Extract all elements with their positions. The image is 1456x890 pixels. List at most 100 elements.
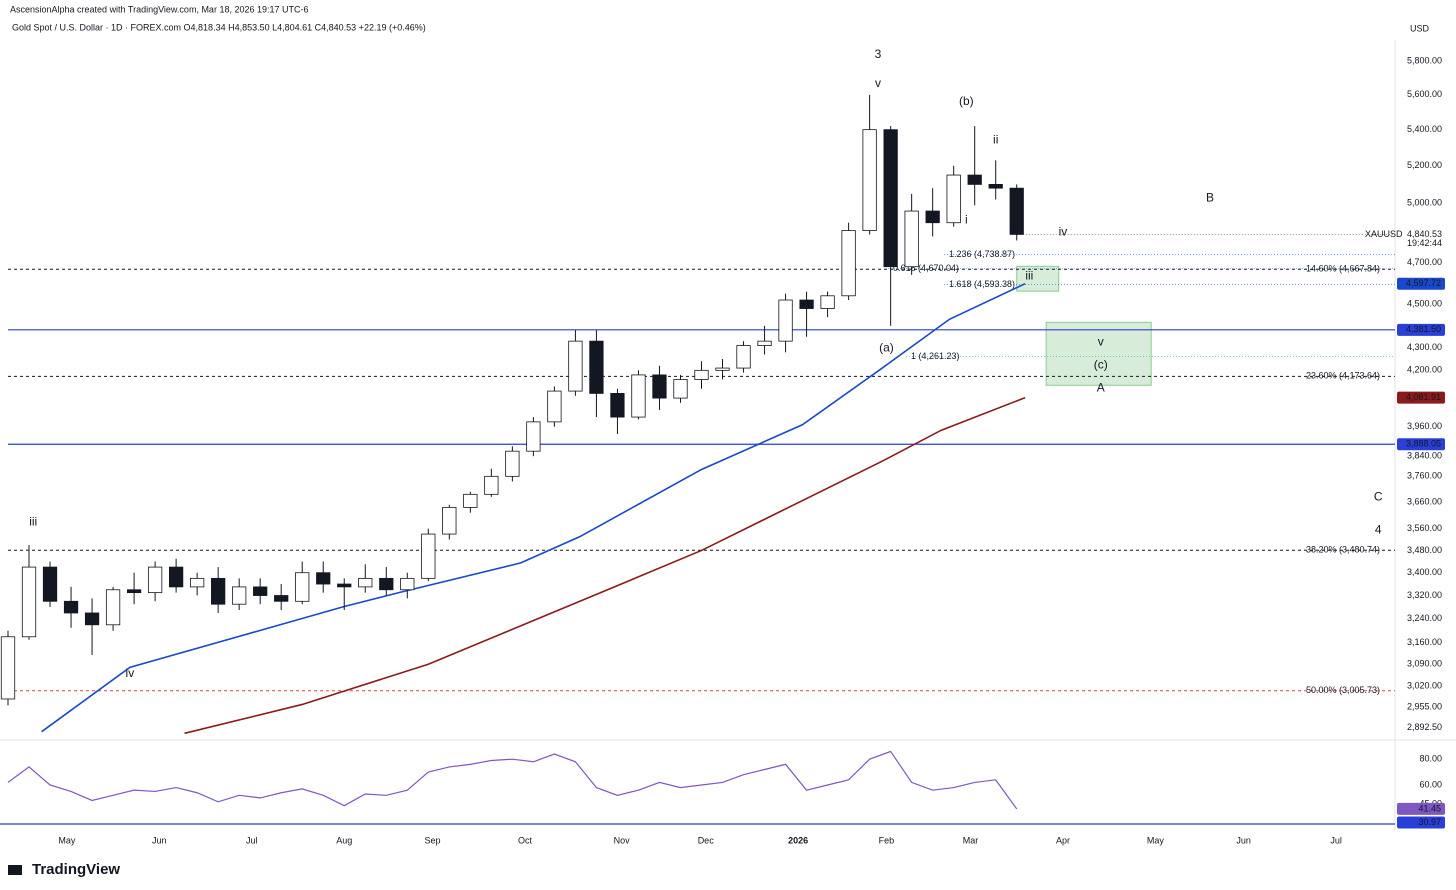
candle-body [232, 586, 247, 605]
x-tick-label: Mar [963, 835, 979, 845]
x-tick-label: Jul [246, 835, 258, 845]
retracement-label: 14.60% (4,667.84) [1306, 264, 1380, 274]
candle-body [0, 636, 16, 700]
y-tick-label: 2,892.50 [1407, 722, 1442, 732]
y-tick-label: 4,300.00 [1407, 342, 1442, 352]
y-tick-label: 4,500.00 [1407, 299, 1442, 309]
wave-label: (a) [879, 340, 894, 354]
x-tick-label: Jun [1236, 835, 1251, 845]
price-badge [1397, 277, 1445, 290]
candle-body [211, 577, 226, 605]
candle-body [631, 374, 646, 418]
retracement-label: 23.60% (4,173.64) [1306, 371, 1380, 381]
price-badge-label: 4,081.91 [1406, 392, 1441, 402]
candle-body [820, 295, 835, 309]
x-tick-label: May [1147, 835, 1165, 845]
candle-body [694, 369, 709, 380]
x-tick-label: Aug [336, 835, 352, 845]
y-tick-label: 3,760.00 [1407, 471, 1442, 481]
currency: USD [1410, 23, 1430, 33]
target-zone [1016, 265, 1060, 292]
x-tick-label: Feb [879, 835, 895, 845]
price-badge-label: 3,888.05 [1406, 439, 1441, 449]
candle-body [147, 566, 163, 594]
candle-body [63, 600, 79, 614]
last-price-label: 4,840.53 [1407, 229, 1442, 239]
retracement-label: 38.20% (3,480.74) [1306, 545, 1380, 555]
candle-body [126, 589, 142, 594]
y-tick-label: 3,020.00 [1407, 681, 1442, 691]
rsi-badge [1397, 816, 1445, 829]
symbol-label: XAUUSD [1365, 229, 1403, 239]
x-tick-label: 2026 [788, 835, 808, 845]
candle-body [1009, 187, 1024, 235]
candle-body [736, 345, 751, 369]
candle-body [42, 566, 58, 602]
wave-label: iii [29, 515, 37, 529]
y-tick-label: 5,400.00 [1407, 124, 1442, 134]
y-tick-label: 3,160.00 [1407, 637, 1442, 647]
rsi-tick-label: 60.00 [1419, 779, 1442, 789]
wave-label: i [965, 213, 968, 227]
candle-body [442, 506, 457, 535]
candle-body [988, 184, 1003, 189]
candle-body [358, 577, 373, 588]
wave-label: v [875, 76, 881, 90]
candle-body [337, 583, 352, 588]
candle-body [274, 595, 289, 602]
chart-title: Gold Spot / U.S. Dollar · 1D · FOREX.com… [12, 22, 426, 32]
candle-body [421, 533, 436, 579]
candle-body [547, 390, 562, 423]
candle-body [652, 374, 667, 399]
x-tick-label: Jul [1330, 835, 1342, 845]
candle-body [610, 393, 625, 418]
logo [8, 865, 22, 875]
candle-body [904, 210, 919, 268]
candle-body [799, 299, 814, 309]
price-badge [1397, 438, 1445, 451]
y-tick-label: 5,200.00 [1407, 160, 1442, 170]
countdown-label: 19:42:44 [1407, 238, 1442, 248]
candle-body [757, 340, 772, 346]
y-tick-label: 3,240.00 [1407, 613, 1442, 623]
y-tick-label: 3,840.00 [1407, 451, 1442, 461]
candle-body [589, 340, 604, 394]
candle-body [105, 589, 121, 626]
y-tick-label: 2,955.00 [1407, 701, 1442, 711]
y-tick-label: 5,800.00 [1407, 56, 1442, 66]
candle-body [967, 174, 982, 185]
target-zone [1045, 321, 1152, 386]
y-tick-label: 5,000.00 [1407, 198, 1442, 208]
brand: TradingView [32, 861, 120, 878]
price-badge [1397, 323, 1445, 336]
price-badge [1397, 391, 1445, 404]
candle-body [925, 210, 940, 224]
wave-label: v [1098, 334, 1104, 348]
retracement-label: 50.00% (3,005.73) [1306, 685, 1380, 695]
candle-body [316, 572, 331, 585]
candle-body [253, 586, 268, 596]
wave-label: C [1374, 490, 1383, 504]
x-tick-label: Nov [614, 835, 631, 845]
candle-body [21, 566, 37, 638]
x-tick-label: Oct [518, 835, 533, 845]
y-tick-label: 5,600.00 [1407, 89, 1442, 99]
candle-body [379, 577, 394, 591]
price-badge-label: 4,381.50 [1406, 324, 1441, 334]
wave-label: iv [1059, 225, 1068, 239]
extension-label: 1.236 (4,738.87) [949, 249, 1015, 259]
y-tick-label: 3,560.00 [1407, 523, 1442, 533]
y-tick-label: 3,320.00 [1407, 590, 1442, 600]
y-tick-label: 4,700.00 [1407, 257, 1442, 267]
y-tick-label: 3,090.00 [1407, 659, 1442, 669]
candle-body [715, 367, 730, 371]
wave-label: 3 [875, 47, 882, 61]
y-tick-label: 3,480.00 [1407, 545, 1442, 555]
x-tick-label: Dec [698, 835, 715, 845]
y-tick-label: 3,400.00 [1407, 567, 1442, 577]
candle-body [883, 129, 898, 268]
wave-label: iv [126, 666, 135, 680]
rsi-tick-label: 80.00 [1419, 754, 1442, 764]
candle-body [568, 340, 583, 392]
wave-label: A [1097, 380, 1105, 394]
